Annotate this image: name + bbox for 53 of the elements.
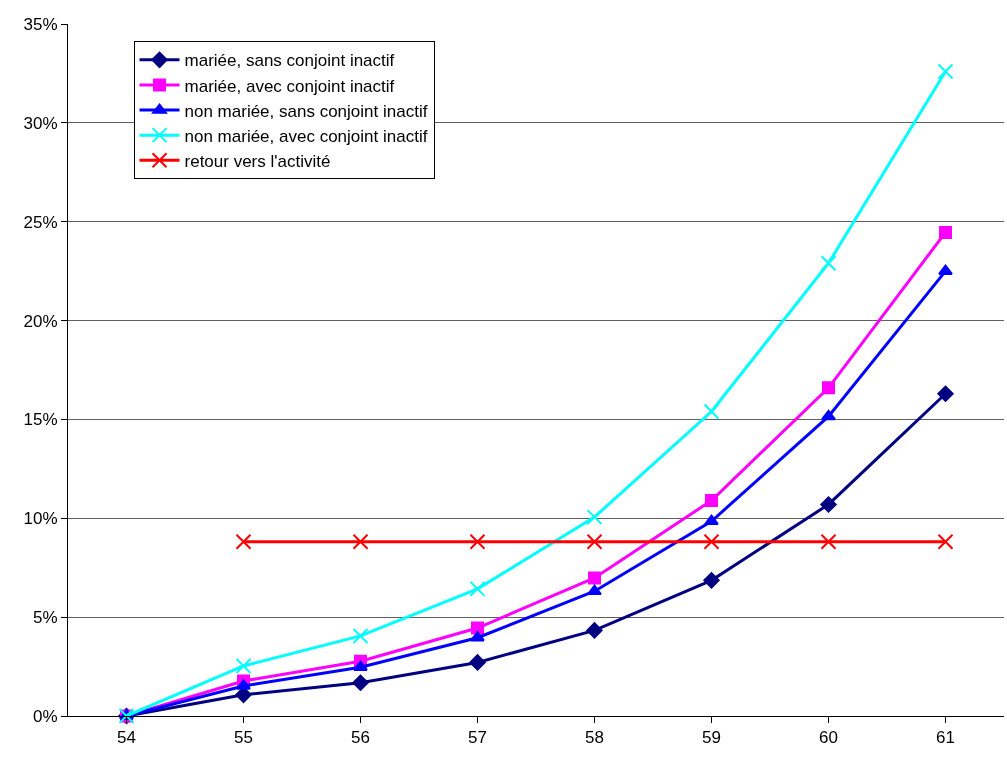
point — [703, 403, 720, 420]
x-tick-label: 58 — [585, 728, 604, 748]
x-tick-label: 59 — [702, 728, 721, 748]
legend-label: retour vers l'activité — [184, 151, 331, 171]
point — [703, 533, 720, 550]
x-tick-label: 61 — [936, 728, 955, 748]
y-tick-label: 5% — [33, 608, 58, 628]
x-tick-label: 55 — [234, 728, 253, 748]
point — [470, 631, 485, 642]
x-tick-label: 54 — [117, 728, 136, 748]
point — [235, 533, 252, 550]
point — [352, 533, 369, 550]
point — [704, 514, 719, 525]
y-tick-label: 10% — [23, 509, 58, 529]
point — [353, 660, 368, 671]
point — [937, 533, 954, 550]
legend-label: non mariée, avec conjoint inactif — [184, 126, 428, 146]
point — [352, 627, 369, 644]
point — [587, 584, 602, 595]
point — [937, 63, 954, 80]
point — [352, 674, 369, 691]
y-tick-label: 20% — [23, 311, 58, 331]
y-tick-label: 30% — [23, 113, 58, 133]
point — [822, 381, 835, 395]
point — [469, 580, 486, 597]
x-tick-label: 57 — [468, 728, 487, 748]
y-tick-label: 35% — [23, 14, 58, 34]
legend-label: mariée, avec conjoint inactif — [184, 76, 395, 96]
point — [938, 264, 953, 275]
point — [236, 679, 251, 690]
point — [586, 622, 603, 639]
point — [705, 493, 718, 507]
y-tick-label: 25% — [23, 212, 58, 232]
y-tick-label: 15% — [23, 410, 58, 430]
point — [588, 571, 601, 585]
point — [586, 509, 603, 526]
point — [821, 409, 836, 421]
x-tick-label: 56 — [351, 728, 370, 748]
point — [471, 621, 484, 635]
point — [469, 654, 486, 671]
legend-label: mariée, sans conjoint inactif — [184, 51, 395, 71]
x-tick-label: 60 — [819, 728, 838, 748]
point — [469, 533, 486, 550]
point — [820, 255, 837, 272]
y-tick-label: 0% — [33, 706, 58, 726]
point — [235, 657, 252, 674]
point — [820, 533, 837, 550]
point — [937, 385, 954, 402]
point — [820, 496, 837, 513]
point — [586, 533, 603, 550]
point — [939, 225, 952, 239]
point — [703, 572, 720, 589]
legend-label: non mariée, sans conjoint inactif — [184, 101, 428, 121]
